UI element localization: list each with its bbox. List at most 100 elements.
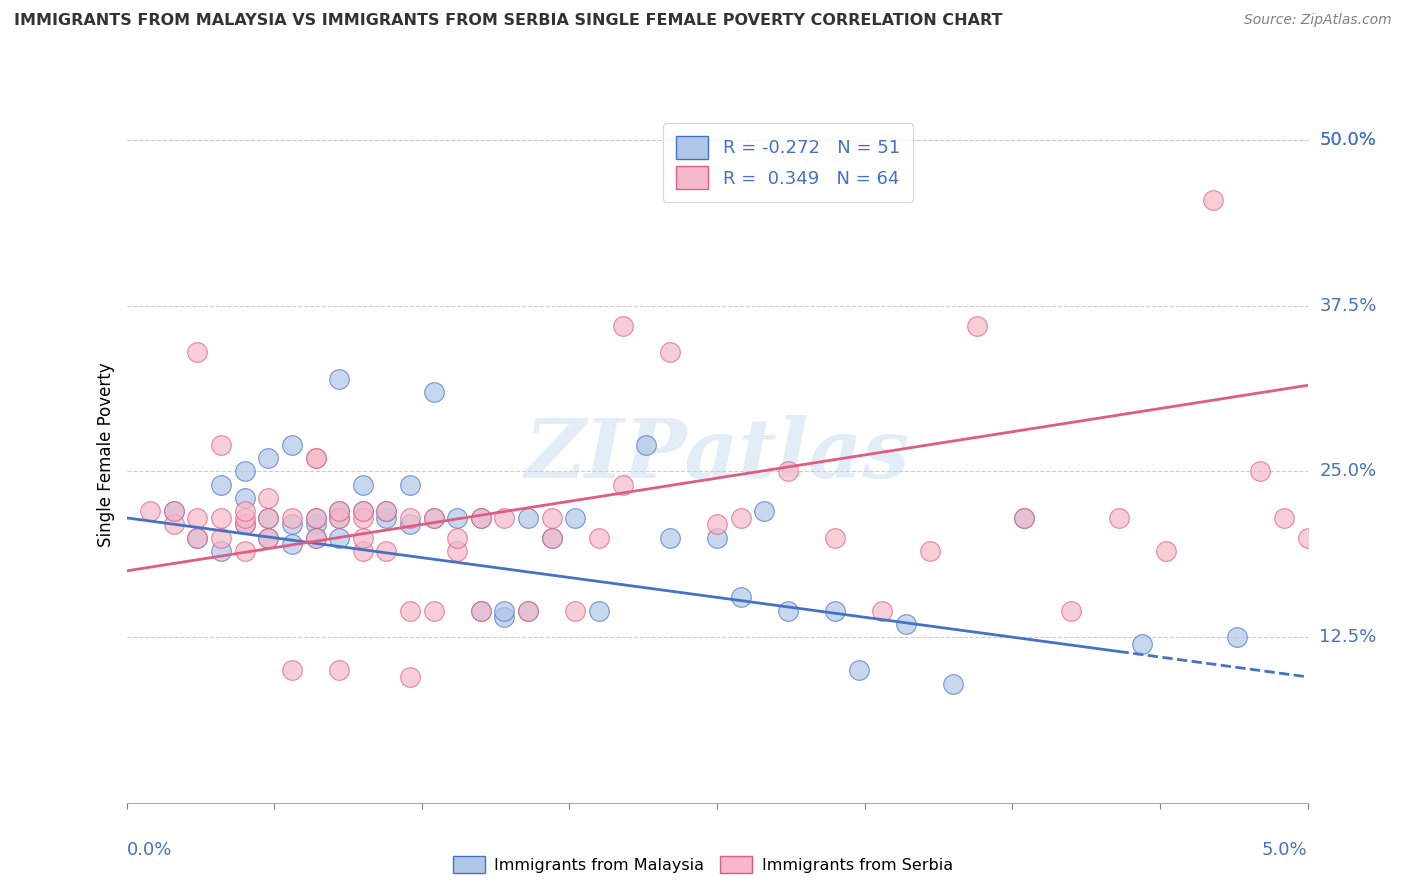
Point — [612, 477, 634, 491]
Text: 37.5%: 37.5% — [1319, 297, 1376, 315]
Point — [257, 531, 280, 545]
Point — [588, 531, 610, 545]
Point — [209, 544, 232, 558]
Point — [399, 604, 422, 618]
Point — [966, 318, 988, 333]
Point — [730, 591, 752, 605]
Point — [658, 345, 681, 359]
Point — [848, 663, 870, 677]
Point — [824, 604, 846, 618]
Text: Source: ZipAtlas.com: Source: ZipAtlas.com — [1244, 13, 1392, 28]
Point — [1130, 637, 1153, 651]
Point — [257, 511, 280, 525]
Point — [328, 511, 350, 525]
Point — [352, 544, 374, 558]
Point — [375, 504, 398, 518]
Point — [776, 465, 799, 479]
Point — [328, 663, 350, 677]
Point — [564, 604, 586, 618]
Text: 50.0%: 50.0% — [1319, 131, 1376, 149]
Point — [281, 511, 304, 525]
Point — [209, 438, 232, 452]
Point — [1296, 531, 1319, 545]
Point — [186, 511, 208, 525]
Point — [209, 531, 232, 545]
Point — [163, 504, 186, 518]
Point — [233, 517, 256, 532]
Point — [233, 511, 256, 525]
Text: 0.0%: 0.0% — [127, 841, 172, 859]
Legend: R = -0.272   N = 51, R =  0.349   N = 64: R = -0.272 N = 51, R = 0.349 N = 64 — [664, 123, 912, 202]
Point — [304, 511, 326, 525]
Point — [470, 511, 492, 525]
Point — [163, 504, 186, 518]
Point — [1154, 544, 1177, 558]
Point — [422, 604, 444, 618]
Point — [1012, 511, 1035, 525]
Point — [918, 544, 941, 558]
Y-axis label: Single Female Poverty: Single Female Poverty — [97, 363, 115, 547]
Point — [163, 517, 186, 532]
Point — [328, 372, 350, 386]
Point — [304, 451, 326, 466]
Point — [1249, 465, 1271, 479]
Point — [328, 511, 350, 525]
Point — [872, 604, 894, 618]
Point — [399, 477, 422, 491]
Point — [209, 477, 232, 491]
Point — [422, 384, 444, 399]
Point — [776, 604, 799, 618]
Point — [375, 544, 398, 558]
Point — [209, 511, 232, 525]
Point — [824, 531, 846, 545]
Point — [588, 604, 610, 618]
Point — [281, 663, 304, 677]
Point — [517, 511, 540, 525]
Point — [375, 511, 398, 525]
Point — [422, 511, 444, 525]
Point — [257, 511, 280, 525]
Text: ZIPatlas: ZIPatlas — [524, 415, 910, 495]
Point — [1012, 511, 1035, 525]
Point — [1108, 511, 1130, 525]
Point — [422, 511, 444, 525]
Point — [942, 676, 965, 690]
Point — [233, 544, 256, 558]
Point — [636, 438, 658, 452]
Point — [730, 511, 752, 525]
Point — [399, 517, 422, 532]
Point — [328, 504, 350, 518]
Point — [257, 491, 280, 505]
Point — [233, 517, 256, 532]
Text: 50.0%: 50.0% — [1319, 131, 1376, 149]
Point — [658, 531, 681, 545]
Point — [304, 451, 326, 466]
Point — [446, 544, 468, 558]
Point — [540, 531, 562, 545]
Point — [233, 465, 256, 479]
Point — [446, 531, 468, 545]
Point — [352, 504, 374, 518]
Point — [706, 531, 728, 545]
Legend: Immigrants from Malaysia, Immigrants from Serbia: Immigrants from Malaysia, Immigrants fro… — [447, 849, 959, 880]
Point — [470, 511, 492, 525]
Point — [233, 491, 256, 505]
Point — [754, 504, 776, 518]
Point — [186, 531, 208, 545]
Point — [470, 604, 492, 618]
Point — [352, 531, 374, 545]
Point — [257, 531, 280, 545]
Point — [1226, 630, 1249, 644]
Point — [517, 604, 540, 618]
Point — [352, 511, 374, 525]
Point — [399, 670, 422, 684]
Text: 5.0%: 5.0% — [1263, 841, 1308, 859]
Point — [564, 511, 586, 525]
Point — [281, 517, 304, 532]
Point — [233, 504, 256, 518]
Point — [328, 504, 350, 518]
Point — [257, 451, 280, 466]
Point — [540, 511, 562, 525]
Point — [304, 531, 326, 545]
Point — [894, 616, 917, 631]
